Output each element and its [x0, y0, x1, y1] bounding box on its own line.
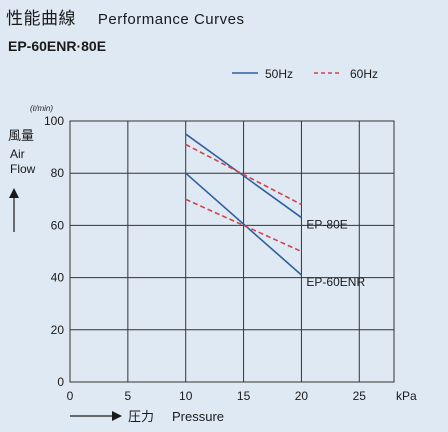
x-tick-label: 25 [353, 389, 367, 403]
y-tick-label: 60 [51, 218, 65, 232]
page-title: 性能曲線 Performance Curves [6, 4, 244, 29]
curve-label-ep-80e: EP-80E [306, 218, 347, 232]
y-axis-arrow-icon [9, 188, 19, 198]
series-line-ep-80e-60hz [185, 143, 302, 206]
title-japanese: 性能曲線 [6, 9, 76, 29]
x-unit-label: kPa [396, 389, 417, 403]
legend-label-50hz: 50Hz [265, 67, 293, 81]
y-tick-label: 80 [51, 166, 65, 180]
x-tick-label: 20 [295, 389, 309, 403]
y-unit-label: (ℓ/min) [30, 104, 53, 113]
x-axis-arrow-icon [112, 411, 122, 421]
y-label-english-2: Flow [10, 162, 36, 176]
x-tick-label: 15 [237, 389, 251, 403]
y-label-japanese: 風量 [8, 128, 34, 143]
x-label-japanese: 圧力 [128, 409, 154, 424]
series-line-ep-60enr-60hz [185, 198, 302, 253]
x-tick-label: 5 [125, 389, 132, 403]
model-name: EP-60ENR·80E [8, 38, 107, 54]
x-tick-label: 0 [67, 389, 74, 403]
y-tick-label: 100 [44, 114, 64, 128]
x-label-english: Pressure [172, 409, 224, 424]
y-tick-label: 20 [51, 323, 65, 337]
x-tick-label: 10 [179, 389, 193, 403]
y-tick-label: 0 [57, 375, 64, 389]
y-tick-label: 40 [51, 271, 65, 285]
plot-frame [69, 120, 395, 383]
y-label-english-1: Air [10, 147, 25, 161]
series-line-ep-60enr-50hz [185, 172, 302, 276]
title-english: Performance Curves [97, 11, 245, 28]
curve-label-ep-60enr: EP-60ENR [306, 275, 365, 289]
series-line-ep-80e-50hz [185, 133, 302, 219]
legend-label-60hz: 60Hz [350, 67, 378, 81]
